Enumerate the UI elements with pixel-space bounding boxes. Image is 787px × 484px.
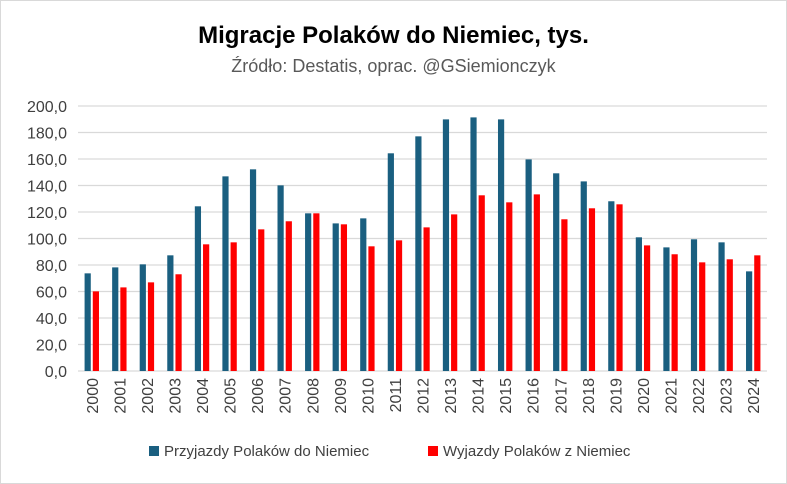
y-tick-label: 60,0 bbox=[36, 285, 67, 302]
bar-wyjazdy-2001 bbox=[120, 287, 127, 371]
bar-wyjazdy-2009 bbox=[340, 224, 348, 371]
y-tick-label: 40,0 bbox=[36, 311, 67, 328]
bar-przyjazdy-2013 bbox=[442, 119, 450, 371]
x-tick-label: 2009 bbox=[333, 378, 350, 414]
x-tick-label: 2001 bbox=[112, 378, 129, 414]
x-tick-label: 2018 bbox=[581, 378, 598, 414]
x-tick-label: 2004 bbox=[195, 378, 212, 414]
x-tick-label: 2000 bbox=[85, 378, 102, 414]
bar-wyjazdy-2019 bbox=[616, 204, 623, 371]
bar-wyjazdy-2021 bbox=[671, 254, 678, 371]
bar-przyjazdy-2015 bbox=[497, 119, 505, 371]
x-tick-label: 2020 bbox=[636, 378, 653, 414]
bar-wyjazdy-2016 bbox=[533, 194, 540, 371]
x-tick-label: 2015 bbox=[498, 378, 515, 414]
bar-wyjazdy-2010 bbox=[368, 246, 375, 371]
x-tick-label: 2006 bbox=[250, 378, 267, 414]
bar-przyjazdy-2021 bbox=[663, 247, 670, 371]
bar-wyjazdy-2005 bbox=[230, 242, 237, 371]
bar-wyjazdy-2020 bbox=[643, 245, 651, 371]
bar-przyjazdy-2004 bbox=[194, 206, 202, 371]
x-tick-label: 2021 bbox=[664, 378, 681, 414]
bar-przyjazdy-2005 bbox=[222, 176, 229, 371]
x-tick-label: 2024 bbox=[746, 378, 763, 414]
bar-przyjazdy-2016 bbox=[525, 159, 532, 371]
bar-wyjazdy-2002 bbox=[147, 282, 155, 371]
x-tick-label: 2010 bbox=[360, 378, 377, 414]
bar-przyjazdy-2024 bbox=[746, 271, 753, 371]
x-tick-label: 2013 bbox=[443, 378, 460, 414]
bar-przyjazdy-2008 bbox=[305, 213, 312, 371]
bar-przyjazdy-2022 bbox=[690, 239, 698, 371]
bar-wyjazdy-2011 bbox=[395, 240, 403, 371]
legend-label: Wyjazdy Polaków z Niemiec bbox=[443, 443, 631, 460]
bar-przyjazdy-2002 bbox=[139, 264, 146, 371]
bar-wyjazdy-2023 bbox=[726, 259, 733, 371]
x-tick-label: 2007 bbox=[278, 378, 295, 414]
bar-wyjazdy-2018 bbox=[588, 208, 596, 371]
bar-wyjazdy-2024 bbox=[754, 255, 761, 371]
bar-przyjazdy-2000 bbox=[84, 273, 91, 371]
x-tick-label: 2016 bbox=[526, 378, 543, 414]
x-tick-label: 2017 bbox=[553, 378, 570, 414]
bar-przyjazdy-2010 bbox=[360, 218, 367, 371]
bar-przyjazdy-2007 bbox=[277, 185, 284, 371]
legend-swatch bbox=[428, 446, 438, 456]
bar-przyjazdy-2012 bbox=[415, 136, 422, 371]
bar-przyjazdy-2018 bbox=[580, 181, 587, 371]
y-tick-label: 0,0 bbox=[45, 364, 67, 381]
x-tick-label: 2014 bbox=[471, 378, 488, 414]
bar-przyjazdy-2006 bbox=[249, 169, 257, 371]
x-tick-label: 2008 bbox=[305, 378, 322, 414]
y-tick-label: 140,0 bbox=[27, 179, 67, 196]
bar-wyjazdy-2006 bbox=[258, 229, 265, 371]
bar-przyjazdy-2023 bbox=[718, 242, 725, 371]
bar-wyjazdy-2008 bbox=[313, 213, 320, 371]
chart-subtitle: Źródło: Destatis, oprac. @GSiemionczyk bbox=[231, 56, 556, 76]
bar-przyjazdy-2003 bbox=[167, 255, 174, 371]
bar-wyjazdy-2007 bbox=[285, 221, 292, 371]
bar-wyjazdy-2004 bbox=[203, 244, 210, 371]
y-tick-label: 200,0 bbox=[27, 99, 67, 116]
bar-wyjazdy-2003 bbox=[175, 274, 182, 371]
bar-przyjazdy-2019 bbox=[608, 201, 615, 371]
y-tick-label: 120,0 bbox=[27, 205, 67, 222]
x-tick-label: 2002 bbox=[140, 378, 157, 414]
chart-title: Migracje Polaków do Niemiec, tys. bbox=[198, 22, 589, 49]
bar-przyjazdy-2017 bbox=[553, 173, 560, 371]
y-tick-label: 20,0 bbox=[36, 338, 67, 355]
bar-przyjazdy-2020 bbox=[635, 237, 642, 371]
x-tick-label: 2019 bbox=[608, 378, 625, 414]
y-tick-label: 180,0 bbox=[27, 126, 67, 143]
bar-przyjazdy-2009 bbox=[332, 223, 339, 371]
bar-przyjazdy-2014 bbox=[470, 117, 477, 372]
bar-wyjazdy-2015 bbox=[506, 202, 513, 371]
bar-wyjazdy-2000 bbox=[92, 291, 99, 371]
x-tick-label: 2011 bbox=[388, 378, 405, 413]
legend-label: Przyjazdy Polaków do Niemiec bbox=[164, 443, 370, 460]
bar-wyjazdy-2013 bbox=[451, 214, 458, 371]
x-tick-label: 2005 bbox=[223, 378, 240, 414]
bar-przyjazdy-2001 bbox=[112, 267, 119, 371]
y-tick-label: 80,0 bbox=[36, 258, 67, 275]
x-tick-label: 2012 bbox=[416, 378, 433, 414]
y-tick-label: 160,0 bbox=[27, 152, 67, 169]
y-tick-label: 100,0 bbox=[27, 232, 67, 249]
x-tick-label: 2003 bbox=[167, 378, 184, 414]
bar-wyjazdy-2017 bbox=[561, 219, 568, 371]
x-tick-label: 2023 bbox=[719, 378, 736, 414]
legend-swatch bbox=[149, 446, 159, 456]
bar-przyjazdy-2011 bbox=[387, 153, 394, 371]
bar-wyjazdy-2022 bbox=[699, 262, 706, 371]
bar-wyjazdy-2012 bbox=[423, 227, 430, 371]
x-tick-label: 2022 bbox=[691, 378, 708, 414]
bar-wyjazdy-2014 bbox=[478, 195, 485, 371]
